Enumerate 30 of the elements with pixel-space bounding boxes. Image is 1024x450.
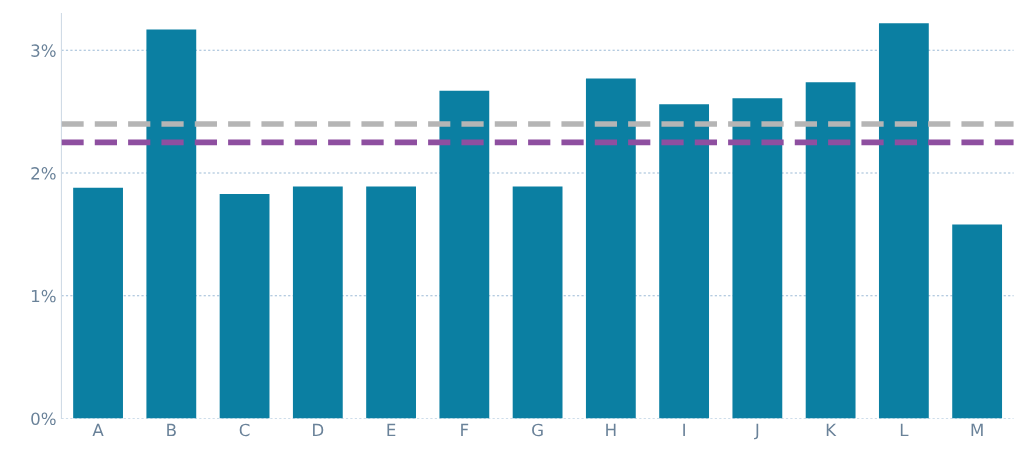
bar [512,186,563,419]
x-tick-label: J [754,423,759,440]
y-tick-label: 3% [31,44,56,57]
x-tick-label: D [313,423,324,437]
x-tick-label: F [461,423,469,437]
x-tick-label: C [239,423,250,437]
bar [146,29,197,419]
bar [73,187,123,419]
bar [659,104,710,419]
bar [585,78,636,419]
bar [366,186,416,419]
x-tick-label: M [971,423,983,437]
bar [878,23,929,419]
y-tick-label: 1% [31,289,56,303]
bar [732,98,783,419]
x-tick-label: G [532,423,543,437]
y-tick-label: 0% [31,412,56,426]
bar [219,193,270,419]
x-tick-label: K [826,423,837,437]
bar [439,90,490,419]
x-tick-label: B [167,423,176,437]
bar [805,82,856,419]
x-tick-label: A [92,423,104,437]
x-tick-label: E [387,423,396,437]
y-tick-label: 2% [31,167,56,180]
x-tick-label: H [606,423,616,437]
bar [952,224,1003,419]
x-tick-label: L [900,423,909,437]
bar [292,186,343,419]
x-tick-label: I [683,423,685,437]
